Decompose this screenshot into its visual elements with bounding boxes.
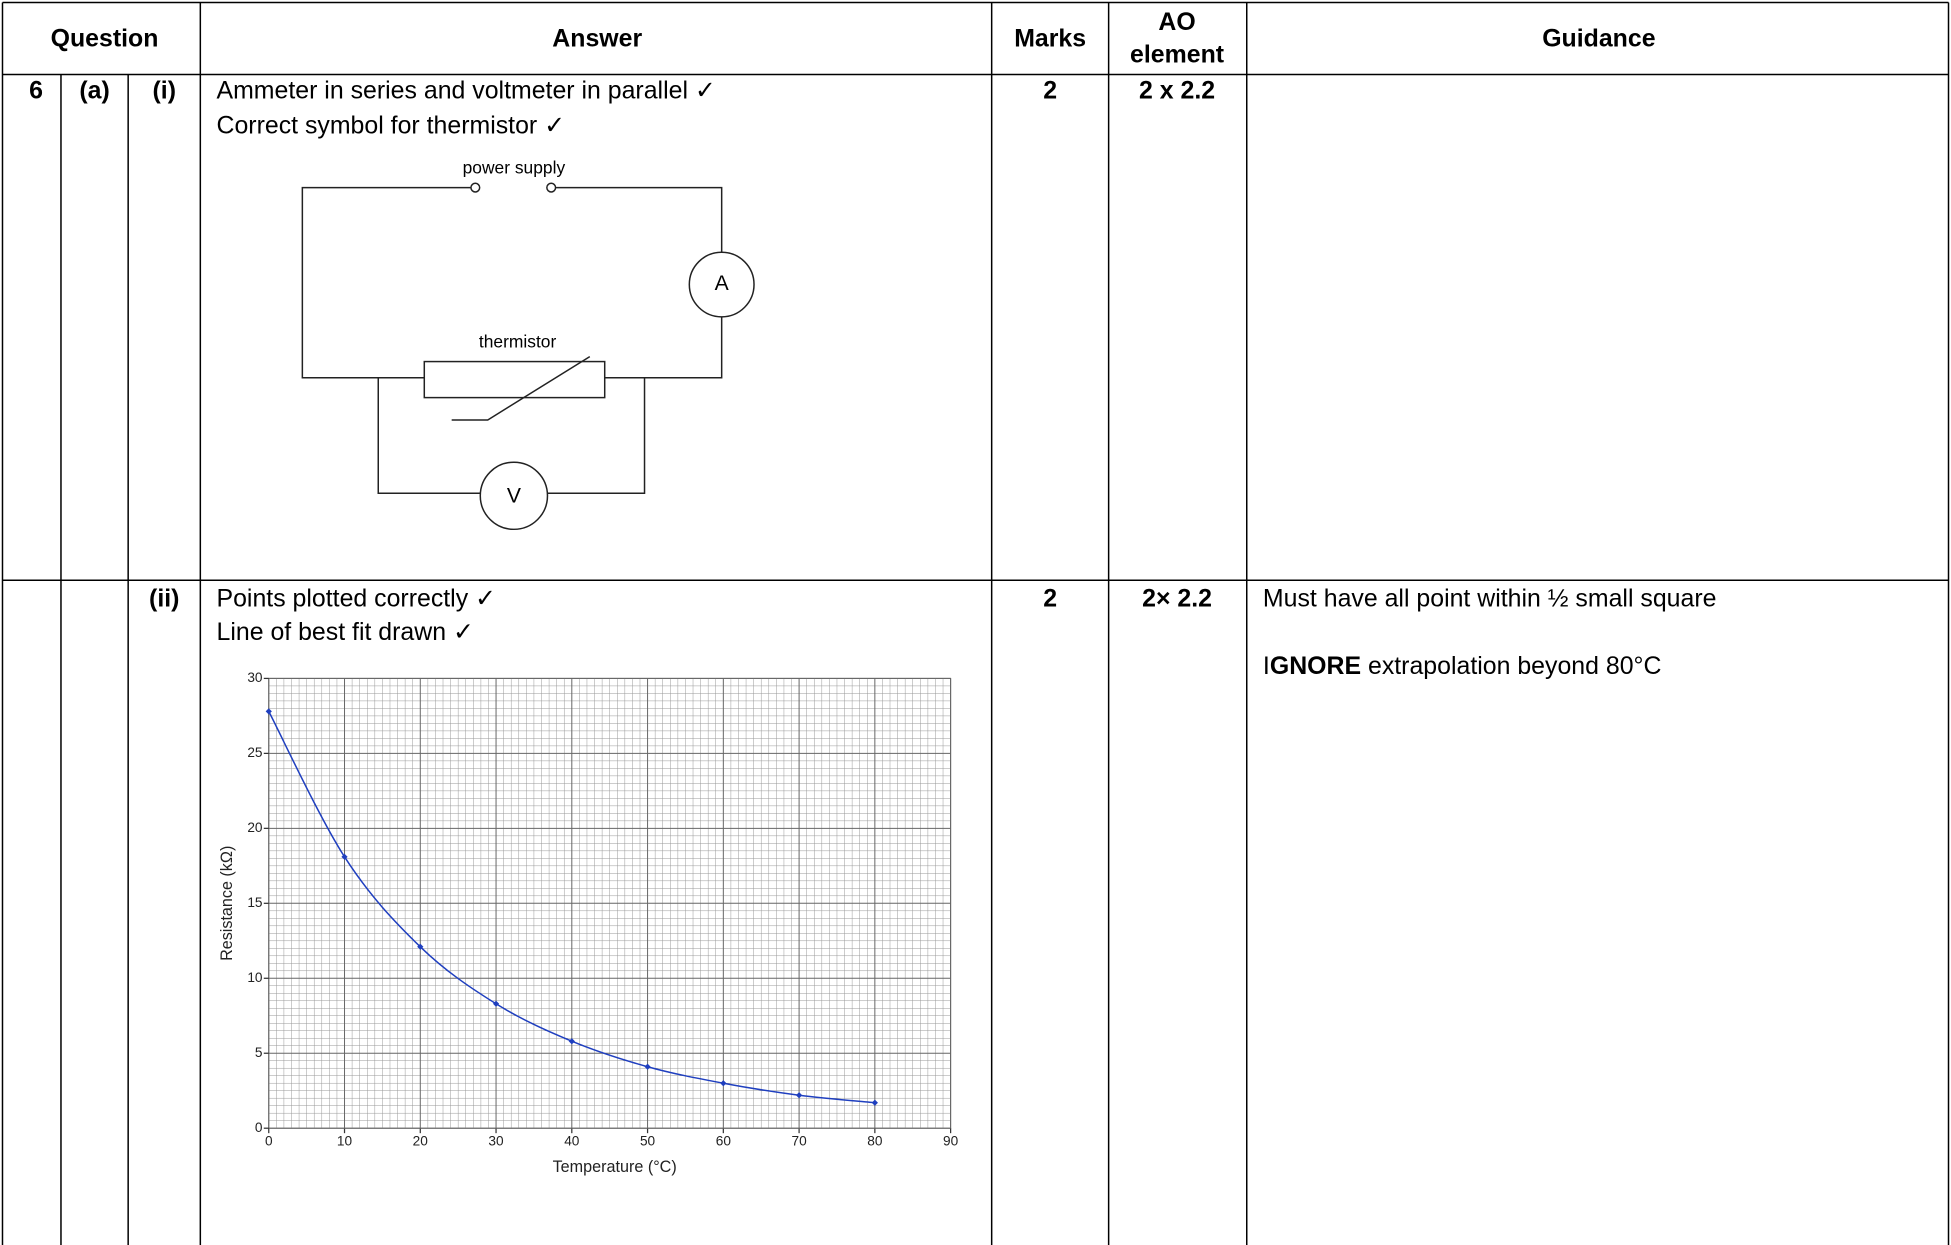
question-subpart: (i) <box>152 77 175 105</box>
marks: 2 <box>1043 77 1057 105</box>
guidance-keyword: GNORE <box>1270 652 1361 680</box>
y-tick-label: 20 <box>247 820 263 835</box>
circuit-label: A <box>715 272 730 295</box>
y-tick-label: 25 <box>247 745 263 760</box>
answer-line: Correct symbol for thermistor ✓ <box>217 111 565 139</box>
y-tick-label: 15 <box>247 895 263 910</box>
guidance-prefix: I <box>1263 652 1270 680</box>
question-part: (a) <box>79 77 109 105</box>
ao-element: 2× 2.2 <box>1142 585 1212 613</box>
answer-line: Ammeter in series and voltmeter in paral… <box>217 77 716 105</box>
circuit-label: thermistor <box>479 332 557 352</box>
ao-element: 2 x 2.2 <box>1139 77 1215 105</box>
y-tick-label: 10 <box>247 970 263 985</box>
guidance-note: IGNORE extrapolation beyond 80°C <box>1263 652 1662 680</box>
circuit-label: power supply <box>463 158 566 178</box>
x-tick-label: 50 <box>640 1133 656 1148</box>
chart: 0 10 20 30 40 50 60 70 80 90 0 5 10 15 20 25 30 Temperatu… <box>218 670 959 1176</box>
x-tick-label: 20 <box>413 1133 429 1148</box>
x-tick-label: 90 <box>943 1133 959 1148</box>
x-axis-label: Temperature (°C) <box>553 1158 677 1176</box>
x-tick-label: 0 <box>265 1133 273 1148</box>
guidance: Must have all point within ½ small squar… <box>1263 585 1717 613</box>
answer-line: Line of best fit drawn ✓ <box>217 618 474 646</box>
marks: 2 <box>1043 585 1057 613</box>
header: Guidance <box>1542 24 1655 52</box>
x-tick-label: 70 <box>791 1133 807 1148</box>
header: AO <box>1158 8 1195 36</box>
x-tick-label: 60 <box>716 1133 732 1148</box>
circuit-diagram: power supply A thermistor V <box>302 158 754 530</box>
header: Marks <box>1014 24 1086 52</box>
x-tick-label: 10 <box>337 1133 353 1148</box>
circuit-label: V <box>507 485 521 508</box>
y-axis-label: Resistance (kΩ) <box>218 846 236 961</box>
question-number: 6 <box>29 77 43 105</box>
answer-line: Points plotted correctly ✓ <box>217 585 496 613</box>
x-tick-label: 40 <box>564 1133 580 1148</box>
y-tick-label: 30 <box>247 670 263 685</box>
x-tick-label: 30 <box>488 1133 504 1148</box>
question-subpart: (ii) <box>149 585 179 613</box>
y-tick-label: 5 <box>255 1045 263 1060</box>
guidance-text: extrapolation beyond 80°C <box>1361 652 1661 680</box>
header: Answer <box>552 24 642 52</box>
y-tick-label: 0 <box>255 1120 263 1135</box>
header: element <box>1130 40 1224 68</box>
page: Question Answer Marks AO element Guidanc… <box>0 0 1951 1245</box>
header: Question <box>51 24 159 52</box>
x-tick-label: 80 <box>867 1133 883 1148</box>
